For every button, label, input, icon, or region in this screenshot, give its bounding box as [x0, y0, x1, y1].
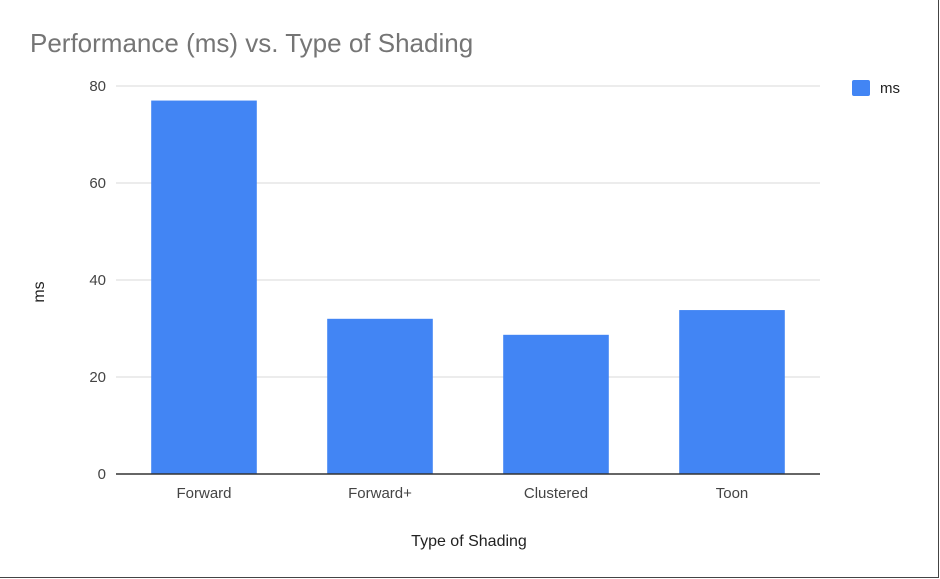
y-tick-label: 40 — [89, 272, 106, 289]
x-tick-label: Clustered — [524, 485, 588, 502]
y-tick-label: 0 — [98, 466, 106, 483]
legend: ms — [852, 80, 900, 97]
x-axis-ticks: Forward Forward+ Clustered Toon — [176, 485, 748, 502]
bar-forwardplus — [327, 318, 433, 474]
y-axis-ticks: 0 20 40 60 80 — [89, 78, 106, 483]
y-tick-label: 80 — [89, 78, 106, 95]
bar-forward — [151, 100, 257, 475]
legend-label: ms — [880, 80, 900, 97]
x-tick-label: Toon — [716, 485, 749, 502]
y-tick-label: 20 — [89, 369, 106, 386]
x-tick-label: Forward — [176, 485, 231, 502]
bars — [151, 100, 785, 475]
chart-title: Performance (ms) vs. Type of Shading — [30, 28, 473, 58]
legend-swatch — [852, 80, 870, 96]
x-axis-label: Type of Shading — [411, 533, 527, 550]
bar-toon — [679, 310, 785, 474]
y-axis-label: ms — [31, 281, 48, 302]
bar-clustered — [503, 334, 609, 474]
y-tick-label: 60 — [89, 175, 106, 192]
x-tick-label: Forward+ — [348, 485, 412, 502]
